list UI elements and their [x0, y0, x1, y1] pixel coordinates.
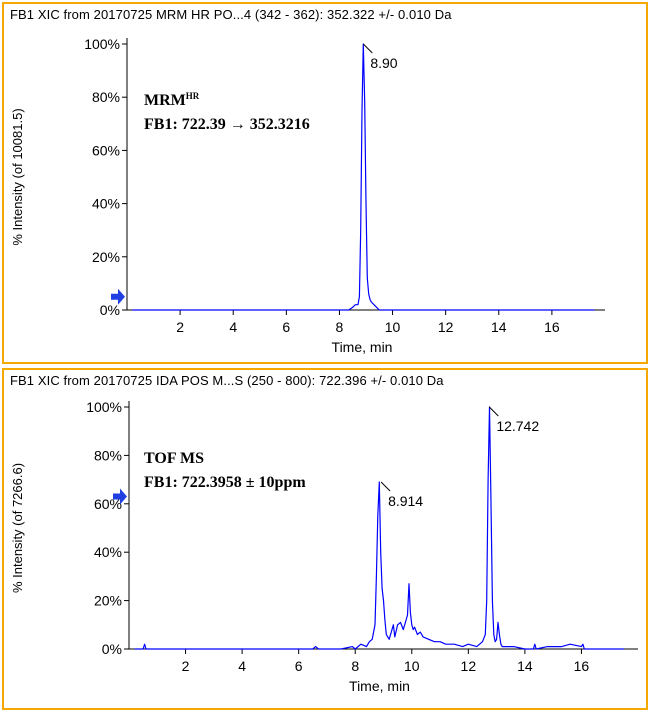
y-tick-label: 0%	[100, 302, 120, 318]
mrm-chromatogram-chart: 0% 20% 40% 60% 80% 100% 2 4 6 8 10 12 14 16 Time, min%…	[10, 36, 605, 355]
baseline-marker-arrow	[111, 288, 125, 305]
y-tick-label: 0%	[102, 641, 122, 657]
tof-chromatogram-chart: 0% 20% 40% 60% 80% 100% 2 4 6 8 10 12 14 16 Time, min%…	[10, 399, 638, 694]
y-tick-label: 40%	[92, 196, 120, 212]
annotation-line1: TOF MS	[144, 450, 205, 467]
data-series-line	[134, 406, 624, 650]
data-series-line	[132, 43, 595, 311]
y-tick-label: 80%	[94, 447, 122, 463]
x-tick-label: 16	[574, 658, 590, 674]
x-tick-label: 12	[461, 658, 477, 674]
y-tick-label: 80%	[92, 89, 120, 105]
peak-label-leader	[362, 43, 373, 54]
panel-title: FB1 XIC from 20170725 MRM HR PO...4 (342…	[10, 7, 452, 22]
x-tick-label: 6	[295, 658, 303, 674]
x-tick-label: 8	[351, 658, 359, 674]
annotation-line2: FB1: 722.39 → 352.3216	[144, 116, 310, 133]
tof-annotation: TOF MS FB1: 722.3958 ± 10ppm	[144, 442, 306, 495]
y-tick-label: 60%	[94, 496, 122, 512]
baseline-marker-arrow	[113, 488, 127, 505]
peak-label-leader	[380, 481, 391, 492]
annotation-line1: MRM	[144, 92, 186, 109]
x-tick-label: 2	[176, 319, 184, 335]
x-axis-label: Time, min	[349, 678, 410, 694]
peak-label-leader	[488, 406, 499, 417]
x-tick-label: 12	[438, 319, 454, 335]
x-tick-label: 4	[238, 658, 246, 674]
y-tick-label: 20%	[94, 593, 122, 609]
x-tick-label: 6	[282, 319, 290, 335]
chart-panel-mrm: FB1 XIC from 20170725 MRM HR PO...4 (342…	[2, 2, 648, 364]
x-tick-label: 14	[517, 658, 533, 674]
annotation-line2: FB1: 722.3958 ± 10ppm	[144, 474, 306, 491]
x-tick-label: 4	[229, 319, 237, 335]
x-tick-label: 14	[491, 319, 507, 335]
y-tick-label: 100%	[86, 399, 122, 415]
peak-label: 8.90	[370, 55, 397, 71]
chart-panel-tof: FB1 XIC from 20170725 IDA POS M...S (250…	[2, 368, 648, 710]
x-tick-label: 10	[404, 658, 420, 674]
y-tick-label: 100%	[84, 36, 120, 52]
panel-title: FB1 XIC from 20170725 IDA POS M...S (250…	[10, 373, 444, 388]
x-tick-label: 10	[385, 319, 401, 335]
x-tick-label: 2	[182, 658, 190, 674]
y-tick-label: 20%	[92, 249, 120, 265]
mrm-annotation: MRMHR FB1: 722.39 → 352.3216	[144, 84, 310, 137]
x-axis-label: Time, min	[332, 339, 393, 355]
peak-label: 12.742	[496, 418, 539, 434]
y-axis-label: % Intensity (of 7266.6)	[10, 463, 25, 593]
peak-label: 8.914	[388, 493, 423, 509]
annotation-superscript: HR	[185, 91, 200, 101]
y-tick-label: 60%	[92, 142, 120, 158]
x-tick-label: 8	[336, 319, 344, 335]
y-axis-label: % Intensity (of 10081.5)	[10, 108, 25, 245]
y-tick-label: 40%	[94, 544, 122, 560]
x-tick-label: 16	[544, 319, 560, 335]
